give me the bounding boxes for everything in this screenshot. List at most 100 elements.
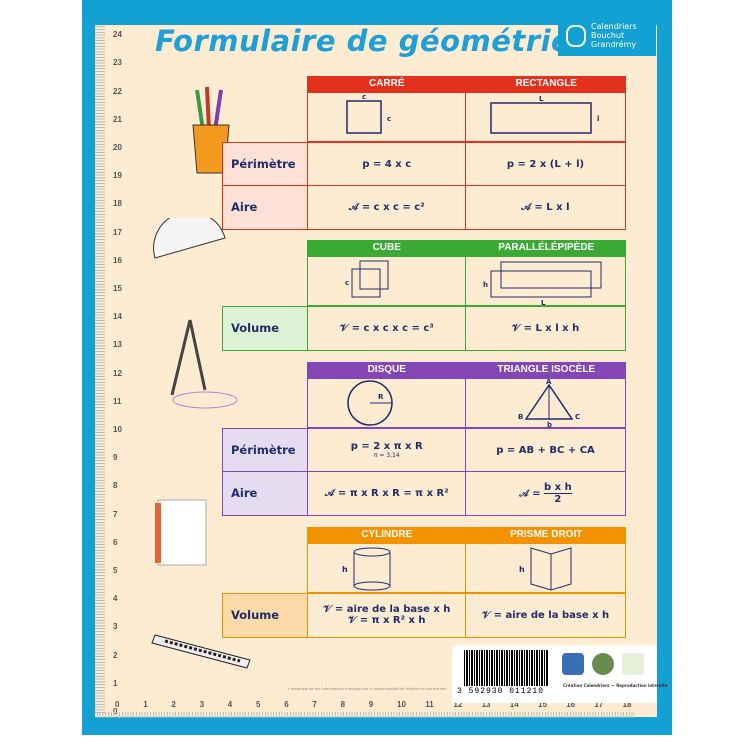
formula: 𝒜 = c x c = c² [349,202,425,213]
ruler-number: 0 [115,700,120,709]
figure-cell: h [465,543,626,593]
pefc-icon [622,653,644,675]
barcode [464,650,549,686]
formula-cell: 𝒜 = π x R x R = π x R² [307,471,467,516]
formula-cell: p = 4 x c [307,142,467,187]
formula-cell: 𝒱 = L x l x h [465,306,626,351]
figure-cell: h [307,543,467,593]
formula-text: p = 2 x π x R [350,441,423,453]
ruler-number: 7 [312,700,317,709]
svg-text:l: l [597,115,599,123]
square-diagram-icon: cc [346,93,391,134]
row-label: Volume [222,306,309,351]
formula-text: 𝒜 = [519,488,545,500]
barcode-panel: 3 592930 011210 [452,645,657,703]
ruler-number: 13 [113,340,122,350]
shape-title: TRIANGLE ISOCÈLE [497,364,596,375]
shape-title: CARRÉ [368,78,405,89]
svg-text:L: L [539,95,544,103]
formula-cell: p = 2 x (L + l) [465,142,626,187]
formula: p = 2 x (L + l) [507,159,584,170]
formula-text: 𝒜 = L x l [521,201,570,213]
section-header: CUBE PARALLÉLÉPIPÈDE RECTANGLE [307,240,626,269]
formula-cell: 𝒱 = c x c x c = c³ [307,306,467,351]
formula-cell: p = AB + BC + CA [465,428,626,473]
formula: 𝒱 = L x l x h [512,323,579,334]
ruler-number: 15 [538,700,547,709]
shape-title: RECTANGLE [515,78,577,89]
ruler-number: 4 [113,594,118,604]
formula-text: p = 2 x (L + l) [506,158,585,170]
triangle-diagram-icon: A B Cb [518,379,580,427]
ruler-icon [151,634,251,669]
formula-text: 𝒜 = π x R x R = π x R² [324,487,449,499]
ruler-number: 11 [425,700,434,709]
rectangle-diagram-icon: Ll [489,95,599,134]
ruler-number: 21 [113,114,122,124]
ruler-number: 17 [113,227,122,237]
formula-text: 𝒱 = L x l x h [511,322,580,334]
ruler-number: 1 [143,700,148,709]
formula-cell: 𝒱 = aire de la base x h [465,593,626,638]
formula-text: 𝒱 = aire de la base x h [323,604,451,616]
ruler-number: 12 [113,368,122,378]
ruler-number: 16 [113,255,122,265]
ruler-number: 13 [481,700,491,709]
page-title: Formulaire de géométrie [155,24,572,58]
svg-text:h: h [519,565,525,574]
made-in-france-icon [562,653,584,675]
svg-text:b: b [547,421,552,427]
formula-text: 𝒱 = π x R² x h [347,615,426,627]
logo-text: Calendriers [591,22,637,31]
formula-text: 𝒱 = aire de la base x h [481,609,610,621]
denominator: 2 [554,493,562,505]
ruler-number: 4 [227,700,233,709]
formula: 𝒱 = aire de la base x h [482,610,609,621]
ruler-number: 8 [340,700,346,709]
formula-cell: 𝒜 = c x c = c² [307,185,467,230]
figure-cell: c [307,256,467,306]
formula-text: p = AB + BC + CA [496,444,595,456]
figure-cell: R [307,378,467,428]
ruler-number: 15 [113,284,122,293]
svg-text:h: h [483,281,488,289]
disclaimer: L'ensemble de ces informations n'engage … [288,687,448,691]
formula: p = AB + BC + CA [496,445,595,456]
section-header: CARRÉ RECTANGLE [307,76,626,92]
pencil-cup-icon [192,86,230,174]
row-label: Volume [222,593,309,638]
ruler-number: 14 [509,700,519,709]
row-label: Périmètre [222,428,309,473]
ruler-number: 3 [113,622,118,632]
shape-title: CUBE [372,242,401,253]
svg-text:A: A [546,379,552,386]
shape-title: PARALLÉLÉPIPÈDE RECTANGLE [498,242,595,269]
compass-icon [170,319,238,409]
ruler-number: 12 [453,700,463,709]
ruler-number: 23 [113,58,122,68]
ruler-number: 5 [256,700,261,709]
formula: 𝒱 = aire de la base x h [323,604,450,615]
numerator: b x h [544,481,572,494]
formula: p = 2 x π x R [351,441,423,452]
ruler-number: 6 [113,537,118,547]
ruler-number: 9 [113,453,118,463]
credits: Création Calendriers — Reproduction inte… [563,683,668,688]
svg-text:L: L [541,299,546,305]
ruler-number: 10 [113,425,122,434]
imprim-vert-icon [592,653,614,675]
ruler-number: 10 [397,700,406,709]
shape-title: CYLINDRE [361,529,413,540]
vertical-ruler: 0123456789101112131415161718192021222324 [95,25,125,716]
ruler-number: 19 [113,171,122,181]
barcode-number: 3 592930 011210 [457,687,545,696]
ruler-number: 3 [199,700,205,709]
ruler-number: 6 [284,700,289,709]
ruler-number: 16 [566,700,576,709]
